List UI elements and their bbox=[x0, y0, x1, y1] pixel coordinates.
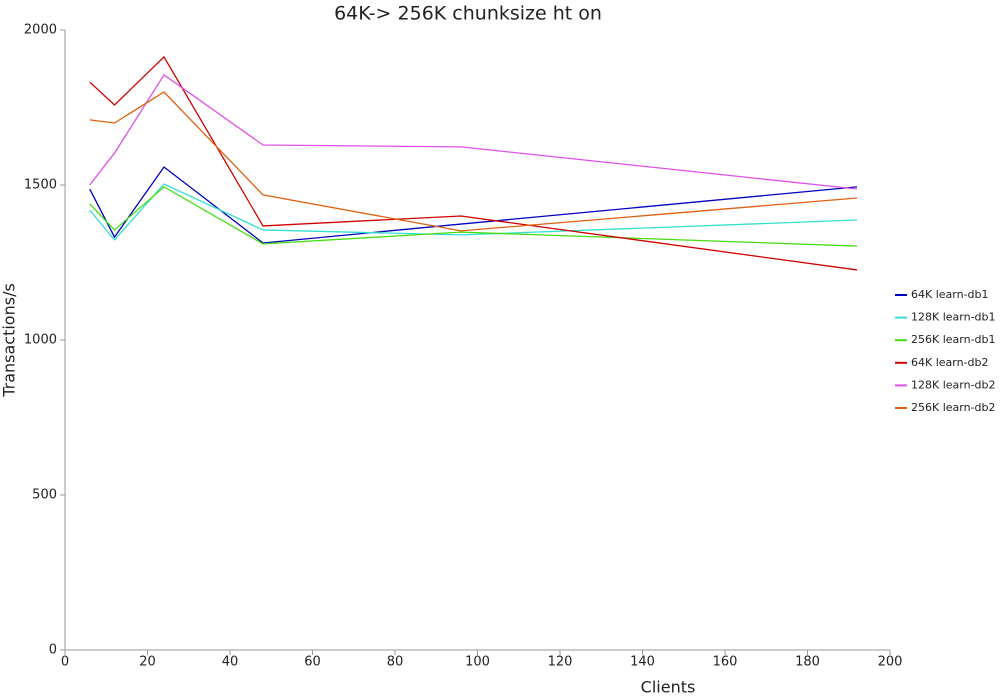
series-line bbox=[89, 74, 858, 190]
chart-title: 64K-> 256K chunksize ht on bbox=[334, 3, 602, 25]
legend-label: 64K learn-db2 bbox=[911, 356, 989, 369]
series-line bbox=[89, 91, 858, 232]
legend-label: 128K learn-db2 bbox=[911, 378, 996, 391]
y-tick-label: 2000 bbox=[24, 23, 57, 38]
x-tick-label: 0 bbox=[61, 655, 69, 670]
legend-label: 256K learn-db2 bbox=[911, 401, 996, 414]
legend-label: 128K learn-db1 bbox=[911, 311, 996, 324]
series-line bbox=[89, 166, 858, 244]
legend-label: 256K learn-db1 bbox=[911, 333, 996, 346]
x-tick-label: 80 bbox=[387, 655, 404, 670]
y-tick-label: 0 bbox=[49, 643, 57, 658]
y-axis-label: Transactions/s bbox=[0, 283, 19, 398]
legend-label: 64K learn-db1 bbox=[911, 288, 989, 301]
x-tick-label: 100 bbox=[465, 655, 490, 670]
x-tick-label: 200 bbox=[878, 655, 903, 670]
x-axis-label: Clients bbox=[641, 678, 696, 697]
y-tick-label: 500 bbox=[32, 488, 57, 503]
x-tick-label: 140 bbox=[630, 655, 655, 670]
x-tick-label: 60 bbox=[304, 655, 321, 670]
x-tick-label: 180 bbox=[795, 655, 820, 670]
series-line bbox=[89, 186, 858, 247]
y-tick-label: 1000 bbox=[24, 333, 57, 348]
x-tick-label: 160 bbox=[713, 655, 738, 670]
x-tick-label: 120 bbox=[548, 655, 573, 670]
series-line bbox=[89, 183, 858, 241]
y-tick-label: 1500 bbox=[24, 178, 57, 193]
x-tick-label: 20 bbox=[139, 655, 156, 670]
x-tick-label: 40 bbox=[222, 655, 239, 670]
series-line bbox=[89, 55, 858, 271]
